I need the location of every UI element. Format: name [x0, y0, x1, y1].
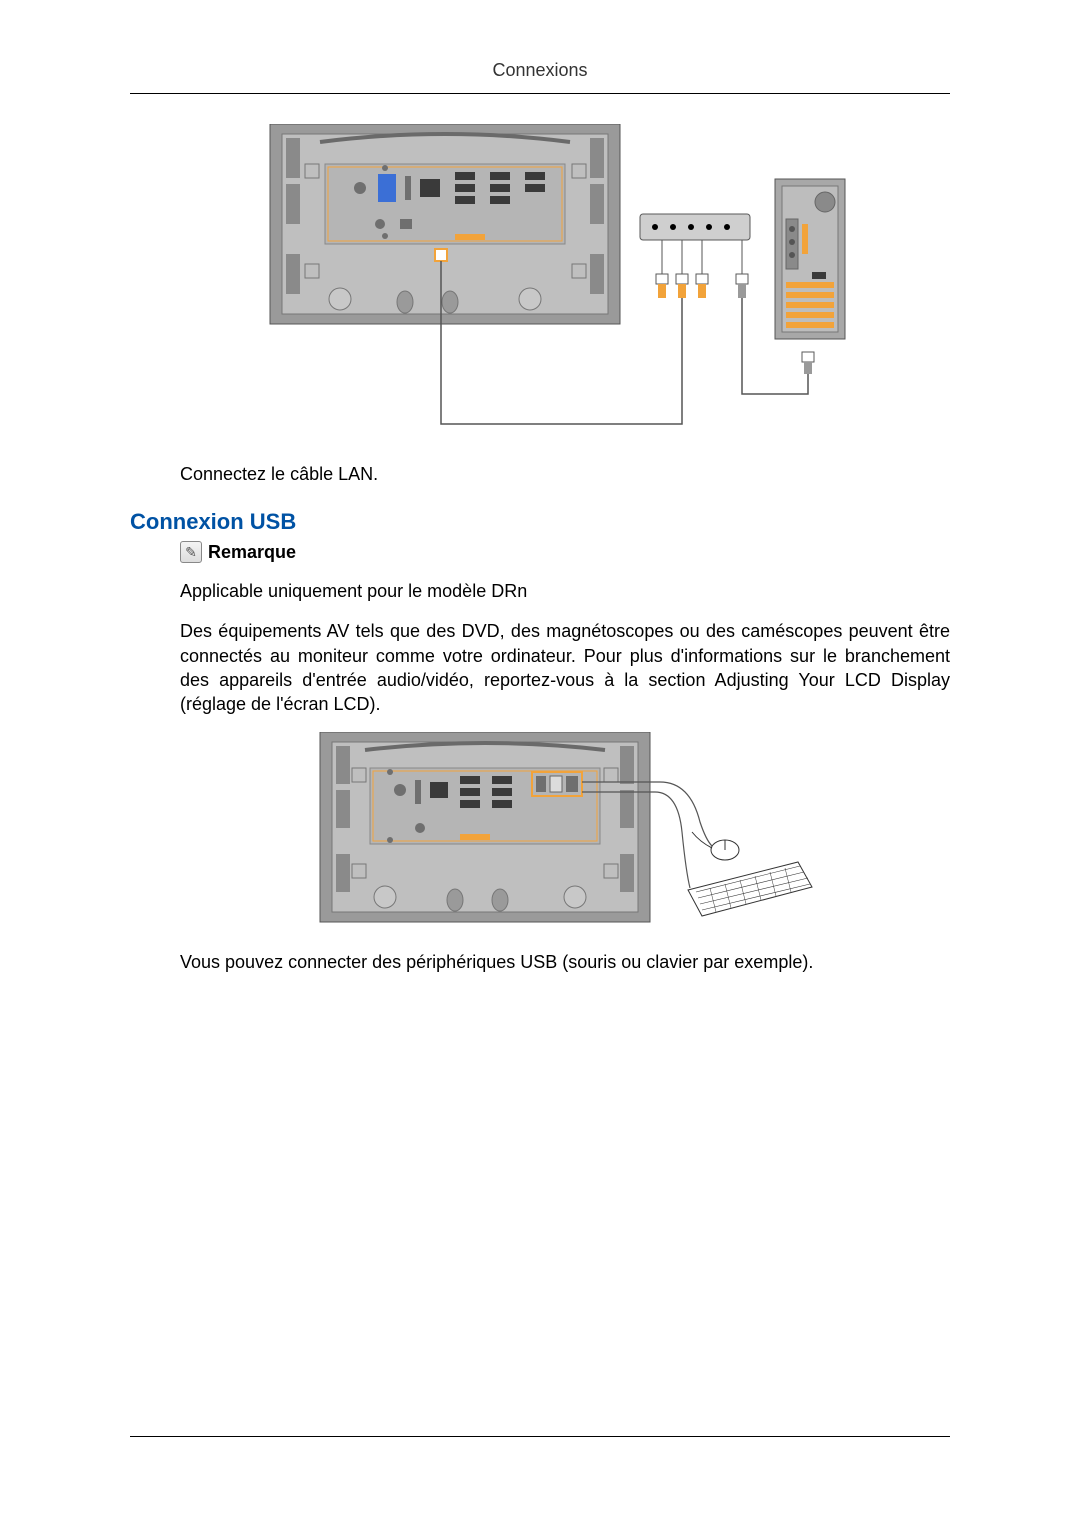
usb-section-title: Connexion USB [130, 509, 950, 535]
usb-connection-diagram [260, 732, 820, 932]
usb-applicable-text: Applicable uniquement pour le modèle DRn [180, 579, 950, 603]
note-icon: ✎ [180, 541, 202, 563]
note-row: ✎ Remarque [180, 541, 950, 563]
page-header: Connexions [130, 60, 950, 94]
usb-body-text: Des équipements AV tels que des DVD, des… [180, 619, 950, 716]
lan-caption: Connectez le câble LAN. [180, 464, 950, 485]
lan-connection-diagram [230, 124, 850, 444]
note-label: Remarque [208, 542, 296, 563]
usb-caption: Vous pouvez connecter des périphériques … [180, 952, 950, 973]
footer-rule [130, 1436, 950, 1437]
